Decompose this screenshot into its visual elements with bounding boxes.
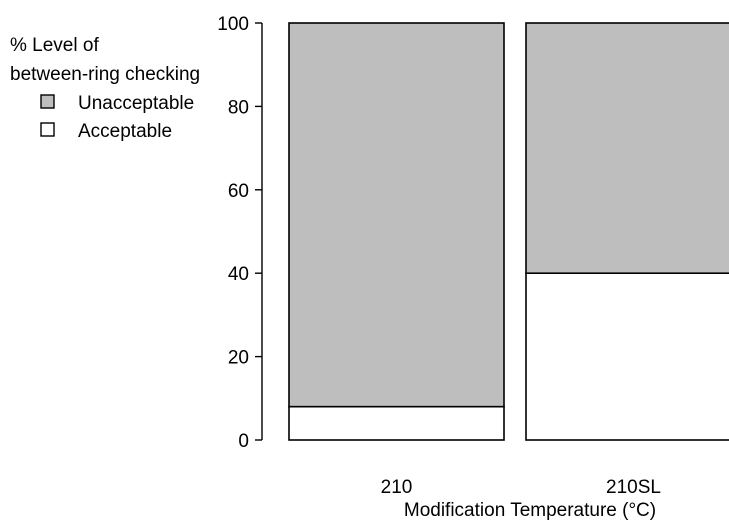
- legend-title: between-ring checking: [10, 64, 200, 85]
- legend: % Level of between-ring checking Unaccepta…: [10, 35, 200, 142]
- legend-label-acceptable: Acceptable: [78, 121, 172, 142]
- y-tick-label: 80: [228, 97, 249, 118]
- y-tick-label: 100: [217, 14, 249, 35]
- legend-title: % Level of: [10, 35, 99, 56]
- y-tick-label: 40: [228, 264, 249, 285]
- legend-swatch-unacceptable: [40, 94, 55, 109]
- x-axis-title: Modification Temperature (°C): [404, 500, 656, 521]
- y-axis: 0 20 40 60 80 100: [217, 14, 263, 452]
- bars-layer: [288, 22, 729, 441]
- y-tick-label: 0: [238, 431, 249, 452]
- legend-label-unacceptable: Unacceptable: [78, 93, 194, 114]
- bar-acceptable-210sl: [525, 272, 729, 441]
- y-tick-label: 60: [228, 181, 249, 202]
- bar-unacceptable-210: [288, 22, 505, 408]
- x-tick-label: 210SL: [606, 477, 661, 498]
- y-tick-label: 20: [228, 348, 249, 369]
- x-axis: 210 210SL: [381, 477, 661, 498]
- bar-acceptable-210: [288, 405, 505, 441]
- bar-unacceptable-210sl: [525, 22, 729, 274]
- legend-swatch-acceptable: [40, 122, 55, 137]
- x-tick-label: 210: [381, 477, 413, 498]
